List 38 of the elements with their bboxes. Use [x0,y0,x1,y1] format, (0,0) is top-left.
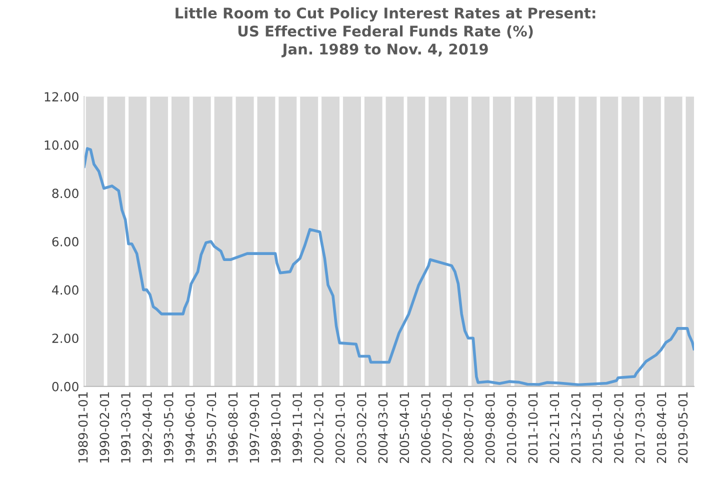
y-tick-label: 0.00 [52,382,78,392]
x-tick-label: 2015-01-01 [592,392,602,463]
x-tick-label: 2016-02-01 [614,392,624,463]
x-tick-label: 1999-11-01 [292,392,302,463]
x-tick-label: 2004-03-01 [378,392,388,463]
x-tick-label: 2006-05-01 [421,392,431,463]
x-tick-label: 2003-02-01 [356,392,366,463]
x-tick-label: 2008-07-01 [464,392,474,463]
x-tick-label: 1990-02-01 [100,392,110,463]
x-tick-label: 2007-06-01 [442,392,452,463]
y-tick-label: 6.00 [52,236,78,246]
x-tick-label: 2012-11-01 [550,392,560,463]
x-tick-label: 2010-09-01 [506,392,516,463]
x-tick-label: 1989-01-01 [78,392,88,463]
chart-title: Little Room to Cut Policy Interest Rates at Present: US Effective Federal Funds Rate (%) Jan. 1989 to Nov. 4, 2019 [176,7,596,58]
x-tick-label: 2005-04-01 [400,392,410,463]
y-tick-label: 2.00 [52,334,78,344]
x-tick-label: 1998-10-01 [271,392,281,463]
x-tick-label: 2002-01-01 [335,392,345,463]
x-tick-label: 1991-03-01 [121,392,130,463]
x-tick-label: 2000-12-01 [314,392,324,463]
x-tick-label: 2018-04-01 [656,392,666,463]
x-tick-label: 1992-04-01 [142,392,152,463]
x-tick-label: 1994-06-01 [185,392,195,463]
x-tick-label: 2013-12-01 [571,392,581,463]
x-tick-label: 1997-09-01 [250,392,260,463]
x-tick-label: 2017-03-01 [635,392,645,463]
x-tick-label: 2011-10-01 [528,392,538,463]
x-tick-label: 2019-05-01 [678,392,688,463]
line-series [84,147,694,386]
x-tick-label: 2009-08-01 [485,392,495,463]
y-tick-label: 12.00 [44,92,78,102]
y-tick-label: 4.00 [52,285,78,295]
x-tick-label: 1996-08-01 [228,392,238,463]
y-tick-label: 8.00 [52,188,78,198]
x-tick-label: 1995-07-01 [206,392,216,463]
y-tick-label: 10.00 [44,140,78,150]
x-tick-label: 1993-05-01 [164,392,174,463]
